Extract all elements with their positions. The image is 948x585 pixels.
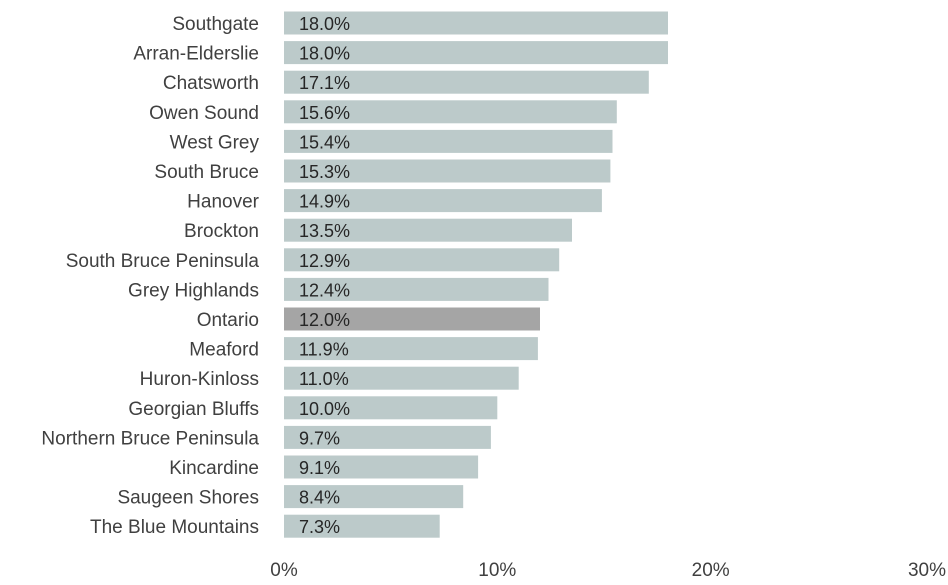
plot-area: Southgate 18.0% Arran-Elderslie 18.0% Chatsw… [41, 11, 668, 538]
data-label: 10.0% [299, 399, 350, 419]
bar-saugeen-shores [284, 485, 464, 509]
data-label: 13.5% [299, 221, 350, 241]
category-label: Southgate [172, 14, 259, 35]
data-label: 11.0% [299, 369, 349, 389]
x-tick-label: 30% [908, 560, 946, 581]
bar-owen-sound [284, 100, 617, 124]
x-tick-label: 10% [478, 560, 516, 581]
category-label: Chatsworth [163, 73, 259, 94]
category-label: Ontario [197, 310, 259, 331]
data-label: 15.4% [299, 132, 350, 152]
category-label: South Bruce [154, 162, 259, 183]
bar-chatsworth [284, 70, 649, 94]
x-axis: 0% 10% 20% 30% [270, 560, 946, 581]
data-label: 12.4% [299, 280, 350, 300]
bar-grey-highlands [284, 277, 549, 301]
category-label: West Grey [170, 132, 260, 153]
category-label: The Blue Mountains [90, 517, 259, 538]
bar-ontario [284, 307, 540, 331]
category-label: Owen Sound [149, 103, 259, 124]
data-label: 11.9% [299, 340, 349, 360]
category-label: Saugeen Shores [117, 488, 259, 509]
category-label: Northern Bruce Peninsula [41, 428, 259, 449]
bar-southgate [284, 11, 668, 35]
category-label: Meaford [189, 340, 259, 361]
data-label: 12.0% [299, 310, 350, 330]
data-label: 15.6% [299, 103, 350, 123]
bar-the-blue-mountains [284, 514, 440, 538]
bar-west-grey [284, 129, 613, 153]
data-label: 18.0% [299, 44, 350, 64]
data-label: 12.9% [299, 251, 350, 271]
data-label: 9.7% [299, 428, 340, 448]
data-label: 18.0% [299, 14, 350, 34]
category-label: Grey Highlands [128, 280, 259, 301]
data-label: 14.9% [299, 192, 350, 212]
category-label: Arran-Elderslie [133, 44, 259, 65]
bar-south-bruce-peninsula [284, 248, 560, 272]
data-label: 17.1% [299, 73, 350, 93]
bar-hanover [284, 189, 602, 213]
bar-kincardine [284, 455, 479, 479]
category-label: South Bruce Peninsula [66, 251, 260, 272]
bar-brockton [284, 218, 572, 242]
category-label: Georgian Bluffs [128, 399, 259, 420]
bar-northern-bruce-peninsula [284, 425, 491, 449]
category-label: Hanover [187, 192, 259, 213]
bar-huron-kinloss [284, 366, 519, 390]
data-label: 8.4% [299, 488, 340, 508]
data-label: 15.3% [299, 162, 350, 182]
bar-south-bruce [284, 159, 611, 183]
category-label: Kincardine [169, 458, 259, 479]
bar-meaford [284, 337, 538, 361]
data-label: 7.3% [299, 517, 340, 537]
category-label: Huron-Kinloss [140, 369, 259, 390]
bar-georgian-bluffs [284, 396, 498, 420]
bar-arran-elderslie [284, 41, 668, 65]
category-label: Brockton [184, 221, 259, 242]
x-tick-label: 20% [692, 560, 730, 581]
x-tick-label: 0% [270, 560, 298, 581]
data-label: 9.1% [299, 458, 340, 478]
